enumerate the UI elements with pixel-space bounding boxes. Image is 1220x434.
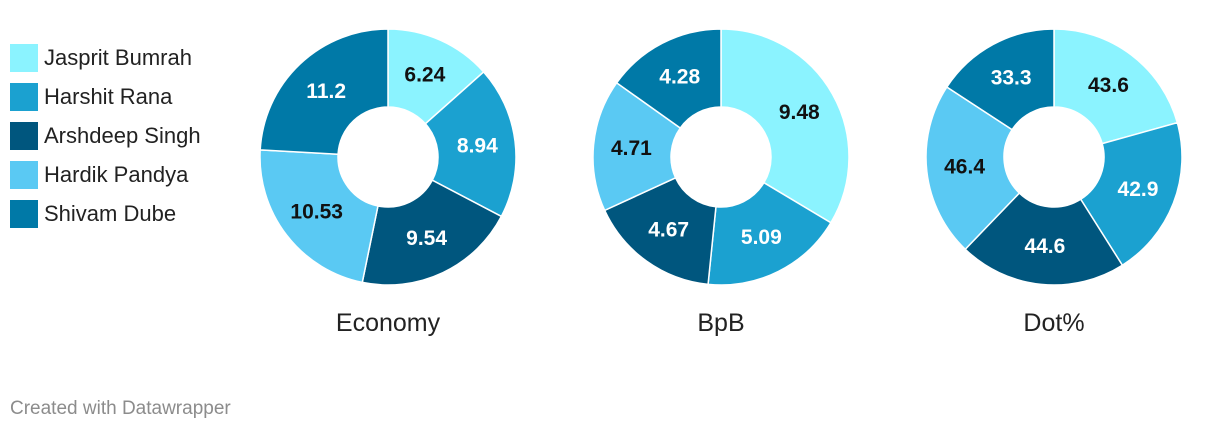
bpb-slice-harshit-rana bbox=[707, 181, 832, 286]
bpb-data-label: 5.09 bbox=[741, 226, 782, 249]
legend-item-harshit-rana: Harshit Rana bbox=[10, 77, 201, 116]
legend-label: Harshit Rana bbox=[44, 83, 173, 109]
legend-swatch bbox=[10, 82, 38, 111]
bpb-slice-hardik-pandya bbox=[592, 81, 682, 212]
legend-label: Hardik Pandya bbox=[44, 161, 189, 187]
economy-data-label: 8.94 bbox=[457, 135, 498, 158]
legend-item-shivam-dube: Shivam Dube bbox=[10, 194, 201, 233]
bpb-data-label: 4.67 bbox=[648, 219, 689, 242]
legend-swatch bbox=[10, 160, 38, 189]
legend-label: Jasprit Bumrah bbox=[44, 44, 192, 70]
economy-data-label: 10.53 bbox=[290, 200, 343, 223]
economy-data-label: 9.54 bbox=[406, 227, 447, 250]
economy-data-label: 6.24 bbox=[404, 63, 445, 86]
economy-slice-hardik-pandya bbox=[259, 149, 379, 284]
dot-data-label: 42.9 bbox=[1118, 178, 1159, 201]
legend-swatch bbox=[10, 121, 38, 150]
bpb-data-label: 4.28 bbox=[659, 66, 700, 89]
legend: Jasprit Bumrah Harshit Rana Arshdeep Sin… bbox=[10, 38, 201, 233]
dot-data-label: 43.6 bbox=[1088, 74, 1129, 97]
dot-slice-shivam-dube bbox=[945, 28, 1055, 131]
economy-data-label: 11.2 bbox=[306, 80, 346, 103]
bpb-data-label: 9.48 bbox=[779, 101, 820, 124]
bpb-chart-title: BpB bbox=[697, 309, 744, 337]
legend-label: Shivam Dube bbox=[44, 200, 177, 226]
dot-slice-harshit-rana bbox=[1079, 121, 1183, 267]
dot-data-label: 44.6 bbox=[1024, 235, 1065, 258]
bpb-slice-arshdeep-singh bbox=[603, 176, 717, 286]
legend-item-jasprit-bumrah: Jasprit Bumrah bbox=[10, 38, 201, 77]
dot-slice-arshdeep-singh bbox=[964, 191, 1124, 286]
legend-swatch bbox=[10, 43, 38, 72]
legend-label: Arshdeep Singh bbox=[44, 122, 201, 148]
dot-slice-hardik-pandya bbox=[925, 86, 1021, 251]
legend-item-arshdeep-singh: Arshdeep Singh bbox=[10, 116, 201, 155]
bpb-slice-shivam-dube bbox=[615, 28, 722, 130]
bpb-data-label: 4.71 bbox=[611, 137, 652, 160]
datawrapper-credit: Created with Datawrapper bbox=[10, 398, 231, 419]
dot-chart-title: Dot% bbox=[1023, 309, 1084, 337]
legend-item-hardik-pandya: Hardik Pandya bbox=[10, 155, 201, 194]
legend-swatch bbox=[10, 199, 38, 228]
dot-slice-jasprit-bumrah bbox=[1053, 28, 1179, 145]
economy-slice-harshit-rana bbox=[424, 70, 517, 218]
dot-data-label: 46.4 bbox=[944, 156, 985, 179]
dot-data-label: 33.3 bbox=[991, 66, 1032, 89]
bpb-slice-jasprit-bumrah bbox=[720, 28, 850, 224]
economy-slice-shivam-dube bbox=[259, 28, 389, 156]
economy-slice-arshdeep-singh bbox=[361, 179, 503, 286]
economy-chart-title: Economy bbox=[336, 309, 441, 337]
